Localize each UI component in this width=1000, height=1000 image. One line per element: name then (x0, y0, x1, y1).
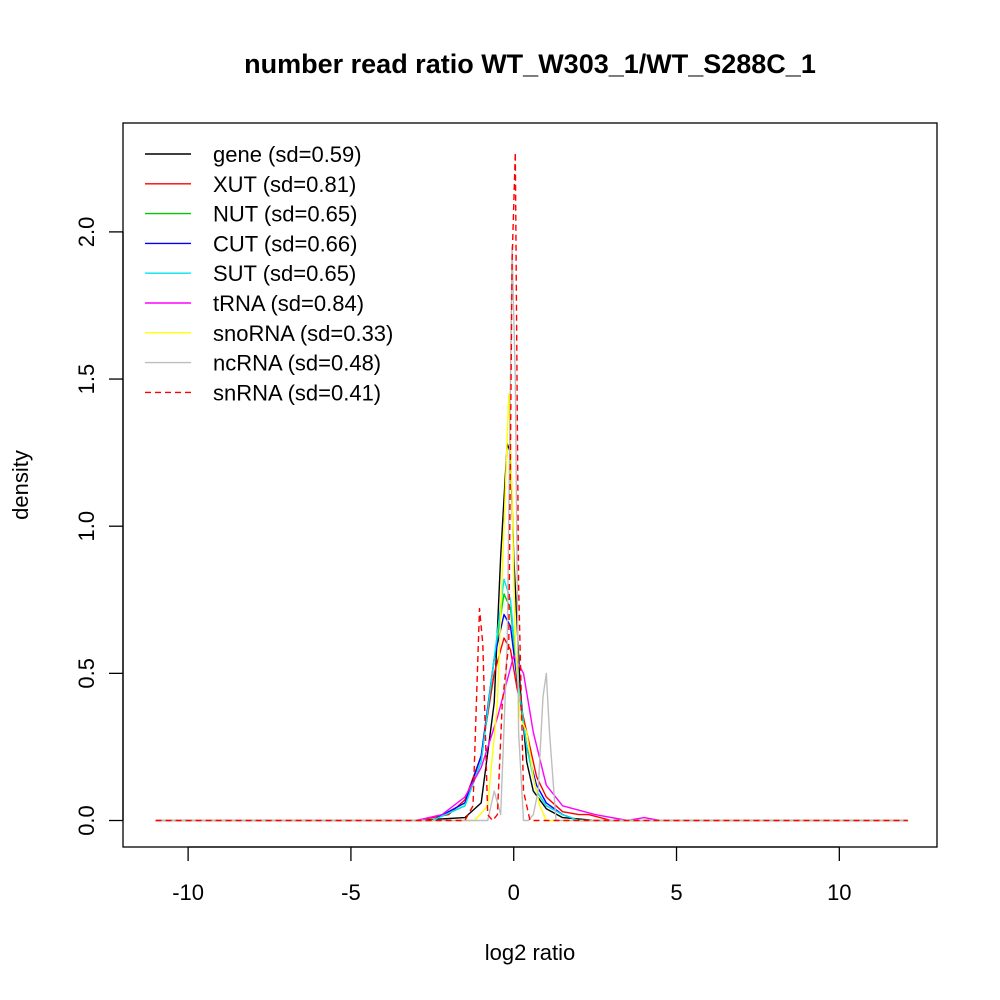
series-line (155, 637, 908, 822)
series-line (155, 151, 908, 822)
y-tick-label: 1.5 (74, 364, 99, 395)
x-tick-label: 10 (827, 880, 851, 905)
legend: gene (sd=0.59) XUT (sd=0.81) NUT (sd=0.65)… (145, 142, 393, 405)
x-tick-label: -5 (341, 880, 361, 905)
legend-label: snoRNA (sd=0.33) (213, 321, 393, 346)
series-line (155, 578, 908, 822)
legend-label: XUT (sd=0.81) (213, 172, 356, 197)
x-axis: -10 -5 0 5 10 (172, 846, 852, 905)
x-axis-label: log2 ratio (485, 940, 576, 965)
x-tick-label: 5 (670, 880, 682, 905)
series-line (155, 393, 908, 822)
series-line (155, 245, 908, 822)
legend-label: SUT (sd=0.65) (213, 261, 356, 286)
x-tick-label: 0 (508, 880, 520, 905)
legend-label: NUT (sd=0.65) (213, 202, 357, 227)
legend-label: snRNA (sd=0.41) (213, 380, 381, 405)
legend-label: CUT (sd=0.66) (213, 231, 357, 256)
y-tick-label: 1.0 (74, 511, 99, 542)
y-axis-label: density (8, 450, 33, 520)
legend-label: tRNA (sd=0.84) (213, 291, 364, 316)
series-layer (155, 151, 908, 822)
series-line (155, 613, 908, 822)
series-line (155, 655, 908, 822)
x-tick-label: -10 (172, 880, 204, 905)
y-axis: 0.0 0.5 1.0 1.5 2.0 (74, 217, 124, 836)
legend-label: gene (sd=0.59) (213, 142, 362, 167)
chart-title: number read ratio WT_W303_1/WT_S288C_1 (244, 49, 816, 79)
y-tick-label: 0.5 (74, 658, 99, 689)
y-tick-label: 0.0 (74, 805, 99, 836)
y-tick-label: 2.0 (74, 217, 99, 248)
legend-label: ncRNA (sd=0.48) (213, 351, 381, 376)
